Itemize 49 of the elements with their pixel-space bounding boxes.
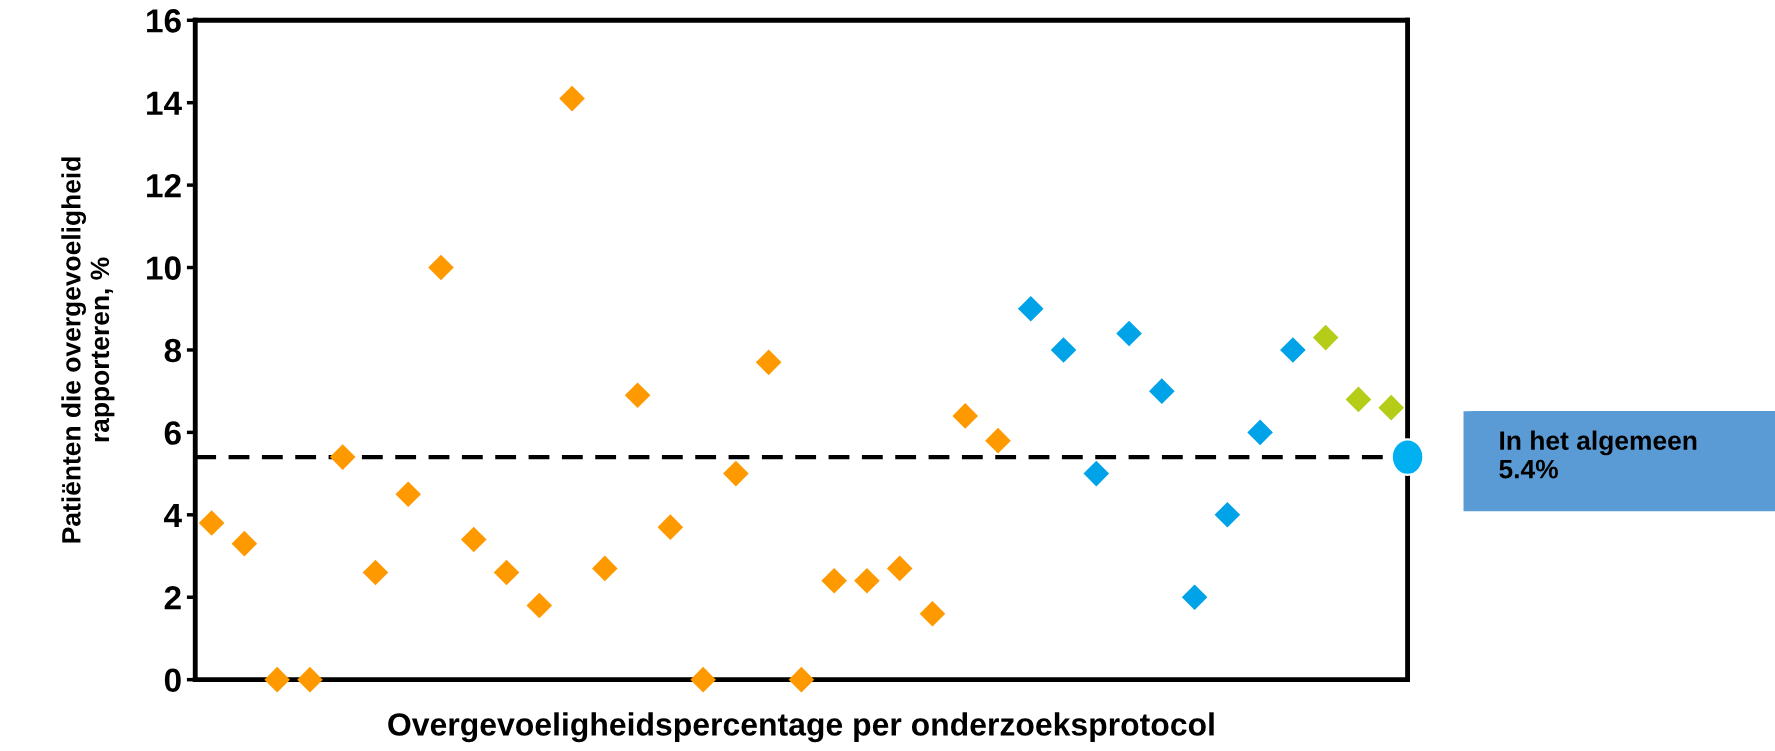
point (1378, 394, 1404, 421)
point (1050, 337, 1077, 363)
ref-line-label: In het algemeen 5.4% (1499, 430, 1697, 479)
point (690, 666, 716, 693)
y-tick-label: 12 (147, 173, 181, 198)
point (198, 510, 225, 536)
point (1312, 324, 1339, 351)
point (1214, 502, 1241, 528)
point (952, 403, 979, 429)
point (592, 555, 618, 582)
point (657, 514, 684, 540)
y-tick-label: 6 (164, 421, 181, 445)
point (329, 444, 356, 470)
point (231, 530, 258, 557)
point (755, 349, 782, 376)
y-tick-label: 8 (164, 338, 182, 363)
point (1149, 378, 1175, 404)
point (1345, 386, 1372, 413)
point (559, 85, 585, 112)
point (526, 592, 553, 619)
point (919, 600, 946, 627)
point (460, 526, 487, 553)
y-axis-title: Patiënten die overgevoeligheid rapporteren, % (61, 157, 115, 543)
point (886, 555, 913, 582)
point (788, 666, 815, 693)
point (493, 559, 520, 586)
point (624, 382, 651, 409)
point (821, 567, 847, 594)
point (723, 460, 749, 487)
point (1017, 295, 1044, 322)
point (985, 427, 1011, 454)
point (1280, 337, 1306, 363)
y-tick-label: 14 (147, 91, 182, 115)
y-tick-label: 10 (147, 256, 181, 280)
x-axis-title: Overgevoeligheidspercentage per onderzoeksprotocol (388, 712, 1214, 743)
point (1083, 460, 1110, 487)
y-tick-label: 2 (164, 586, 181, 610)
point (1181, 584, 1208, 611)
point (1116, 320, 1142, 347)
point (395, 481, 422, 508)
y-tick-label: 4 (164, 503, 182, 527)
point (362, 559, 389, 586)
point (264, 666, 290, 693)
point (428, 254, 454, 281)
point (1247, 419, 1273, 446)
point (854, 567, 880, 594)
point (297, 666, 323, 693)
y-tick-label: 0 (164, 668, 181, 693)
y-tick-label: 16 (147, 9, 181, 33)
